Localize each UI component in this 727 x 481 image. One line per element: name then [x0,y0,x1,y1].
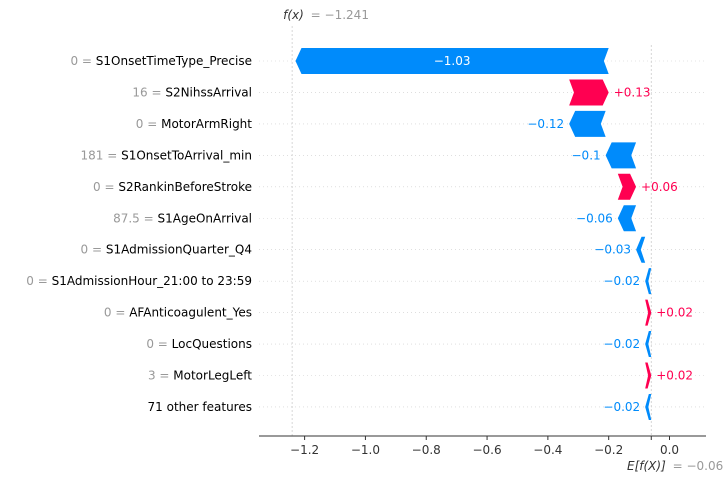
feature-name: AFAnticoagulent_Yes [129,306,252,320]
negative-bar [617,205,637,232]
x-tick-label: −0.2 [594,443,623,457]
feature-value: 87.5 = [113,211,157,225]
base-value-annotation: E[f(X)] = −0.06 [627,459,723,473]
x-axis: −1.2 −1.0 −0.8 −0.6 −0.4 −0.2 0.0 [259,435,706,457]
feature-value: 0 = [104,306,129,320]
base-value: = −0.06 [673,459,724,473]
feature-value: 0 = [81,243,106,257]
bar-value-label: −0.02 [603,337,640,351]
fx-value: = −1.241 [311,8,369,22]
x-tick-label: −1.0 [351,443,380,457]
bar-value-label: +0.02 [656,306,693,320]
negative-bar [645,393,652,420]
feature-name: MotorArmRight [161,117,252,131]
feature-value: 3 = [148,369,173,383]
row-gridlines [259,60,706,408]
bar-value-label: −0.1 [572,148,601,162]
bar-value-label: +0.06 [641,180,678,194]
feature-value: 0 = [93,180,118,194]
negative-bar [295,48,609,74]
feature-name: MotorLegLeft [173,369,252,383]
feature-label: 0 = MotorArmRight [136,117,253,131]
feature-label: 71 other features [148,400,252,414]
negative-bar [636,236,646,263]
positive-bar [645,362,652,389]
fx-label: f(x) [283,8,304,22]
x-tick-label: −0.6 [472,443,501,457]
feature-label: 3 = MotorLegLeft [148,369,252,383]
x-tick-label: −1.2 [290,443,319,457]
feature-value: 0 = [146,337,171,351]
bar-value-label: +0.02 [656,369,693,383]
feature-labels: 0 = S1OnsetTimeType_Precise 16 = S2NihssA… [26,54,252,414]
contribution-bars: −1.03 +0.13 −0.12 −0.1 +0.06 −0.06 −0.03 −0.02 +… [295,48,693,420]
bar-value-label: −0.03 [594,243,631,257]
negative-bar [605,142,637,169]
bar-value-label: −0.12 [527,117,564,131]
base-label: E[f(X)] [627,459,666,473]
x-tick-label: 0.0 [660,443,679,457]
bar-value-label: −0.06 [576,211,613,225]
feature-label: 0 = AFAnticoagulent_Yes [104,306,252,320]
feature-label: 0 = LocQuestions [146,337,252,351]
negative-bar [645,331,652,358]
bar-value-label: −1.03 [434,54,471,68]
feature-label: 0 = S2RankinBeforeStroke [93,180,252,194]
feature-label: 0 = S1AdmissionHour_21:00 to 23:59 [26,274,252,288]
feature-label: 0 = S1AdmissionQuarter_Q4 [81,243,252,257]
feature-value: 0 = [26,274,51,288]
feature-value: 181 = [81,148,122,162]
feature-name: S2RankinBeforeStroke [118,180,252,194]
feature-name: S2NihssArrival [165,85,252,99]
positive-bar [617,173,637,200]
feature-name: S1OnsetTimeType_Precise [96,54,252,68]
feature-name: LocQuestions [172,337,252,351]
feature-name: S1AdmissionHour_21:00 to 23:59 [52,274,252,288]
positive-bar [645,299,652,326]
feature-value: 0 = [70,54,95,68]
x-tick-label: −0.8 [412,443,441,457]
feature-name: 71 other features [148,400,252,414]
bar-value-label: −0.02 [603,400,640,414]
feature-name: S1AdmissionQuarter_Q4 [106,243,252,257]
fx-annotation: f(x) = −1.241 [283,8,369,22]
feature-label: 0 = S1OnsetTimeType_Precise [70,54,252,68]
feature-label: 87.5 = S1AgeOnArrival [113,211,252,225]
feature-label: 16 = S2NihssArrival [132,85,252,99]
feature-name: S1OnsetToArrival_min [121,148,252,162]
negative-bar [645,268,652,295]
feature-value: 0 = [136,117,161,131]
positive-bar [569,79,609,106]
feature-label: 181 = S1OnsetToArrival_min [81,148,253,162]
feature-name: S1AgeOnArrival [158,211,253,225]
x-tick-label: −0.4 [533,443,562,457]
bar-value-label: +0.13 [614,85,651,99]
feature-value: 16 = [132,85,165,99]
negative-bar [569,110,606,137]
bar-value-label: −0.02 [603,274,640,288]
